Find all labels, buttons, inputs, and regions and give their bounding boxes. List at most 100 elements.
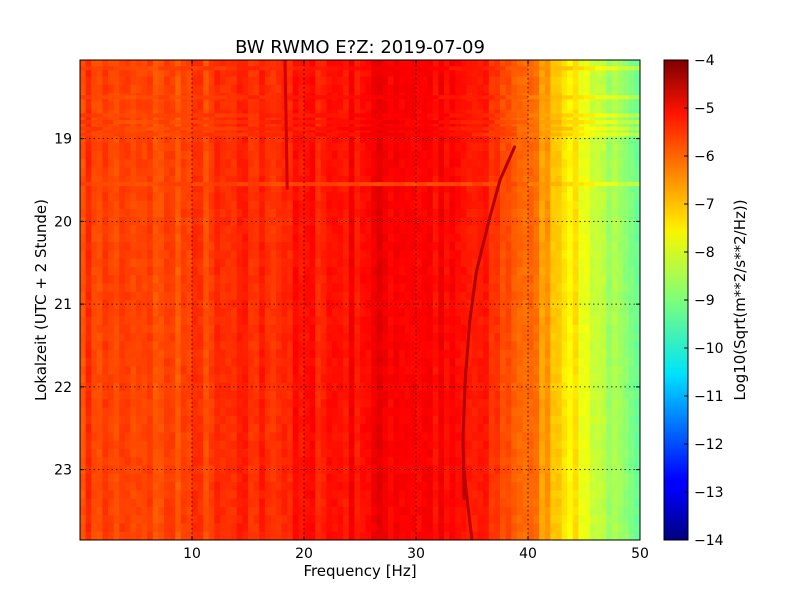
spectrogram-cell [388,283,395,293]
spectrogram-cell [365,208,372,218]
spectrogram-cell [91,308,98,318]
spectrogram-cell [180,184,187,194]
spectrogram-cell [332,76,339,86]
spectrogram-cell [404,357,411,367]
spectrogram-cell [533,275,540,285]
spectrogram-cell [169,184,176,194]
spectrogram-cell [304,424,311,434]
spectrogram-cell [477,225,484,235]
spectrogram-cell [147,324,154,334]
spectrogram-cell [80,242,87,251]
spectrogram-cell [85,448,92,458]
spectrogram-cell [158,357,165,367]
spectrogram-cell [337,407,344,417]
spectrogram-cell [102,391,109,400]
spectrogram-cell [203,266,210,276]
spectrogram-cell [494,175,501,185]
spectrogram-cell [270,159,277,169]
spectrogram-cell [466,134,473,144]
spectrogram-cell [175,407,182,417]
spectrogram-cell [421,217,428,227]
spectrogram-cell [595,391,602,400]
spectrogram-cell [371,101,378,111]
spectrogram-cell [287,68,294,78]
spectrogram-cell [96,349,103,359]
spectrogram-cell [466,399,473,409]
spectrogram-cell [136,208,143,218]
spectrogram-cell [516,448,523,458]
spectrogram-cell [634,175,640,185]
spectrogram-cell [220,68,227,78]
spectrogram-cell [85,283,92,293]
spectrogram-cell [561,333,568,342]
spectrogram-cell [466,415,473,425]
spectrogram-cell [169,217,176,227]
spectrogram-cell [287,192,294,202]
spectrogram-cell [348,68,355,78]
spectrogram-cell [343,60,350,69]
spectrogram-cell [477,399,484,409]
spectrogram-cell [304,349,311,359]
spectrogram-cell [533,233,540,243]
spectrogram-cell [354,142,361,152]
spectrogram-cell [164,440,171,450]
spectrogram-cell [298,225,305,235]
spectrogram-cell [220,382,227,392]
spectrogram-cell [449,457,456,467]
spectrogram-cell [455,184,462,194]
spectrogram-cell [332,448,339,458]
spectrogram-cell [236,242,243,251]
spectrogram-cell [113,349,120,359]
spectrogram-cell [438,308,445,318]
spectrogram-cell [572,357,579,367]
spectrogram-cell [214,68,221,78]
spectrogram-cell [449,159,456,169]
spectrogram-cell [259,407,266,417]
spectrogram-cell [388,391,395,400]
spectrogram-cell [466,68,473,78]
spectrogram-cell [348,266,355,276]
spectrogram-cell [388,159,395,169]
spectrogram-cell [432,308,439,318]
spectrogram-cell [589,101,596,111]
spectrogram-cell [292,465,299,475]
spectrogram-cell [119,200,126,210]
spectrogram-cell [192,341,199,351]
spectrogram-cell [449,266,456,276]
spectrogram-cell [410,76,417,86]
spectrogram-cell [124,283,131,293]
spectrogram-cell [494,250,501,260]
spectrogram-cell [192,316,199,326]
spectrogram-cell [270,101,277,111]
spectrogram-cell [556,448,563,458]
spectrogram-cell [119,275,126,285]
spectrogram-cell [522,266,529,276]
spectrogram-cell [516,283,523,293]
spectrogram-cell [236,266,243,276]
spectrogram-cell [606,134,613,144]
spectrogram-cell [225,175,232,185]
spectrogram-cell [488,217,495,227]
spectrogram-cell [141,366,148,376]
spectrogram-cell [483,448,490,458]
spectrogram-cell [416,382,423,392]
spectrogram-cell [494,208,501,218]
spectrogram-cell [147,457,154,467]
spectrogram-cell [304,217,311,227]
spectrogram-cell [449,357,456,367]
spectrogram-cell [371,283,378,293]
spectrogram-cell [253,333,260,342]
spectrogram-cell [264,457,271,467]
spectrogram-cell [466,300,473,309]
spectrogram-cell [483,424,490,434]
spectrogram-cell [404,349,411,359]
spectrogram-cell [466,101,473,111]
spectrogram-cell [494,242,501,251]
spectrogram-cell [472,250,479,260]
spectrogram-cell [399,233,406,243]
spectrogram-cell [488,316,495,326]
spectrogram-cell [214,184,221,194]
spectrogram-cell [248,333,255,342]
spectrogram-cell [264,68,271,78]
spectrogram-cell [214,308,221,318]
